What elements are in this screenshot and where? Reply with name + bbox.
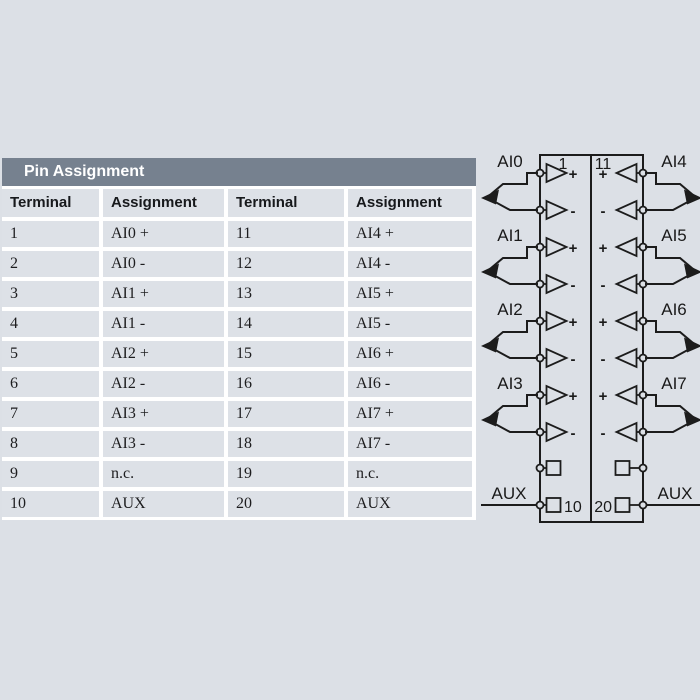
polarity-sign: + (569, 388, 578, 405)
table-cell: 19 (228, 461, 344, 487)
table-cell: AI1 - (103, 311, 224, 337)
polarity-sign: - (571, 277, 576, 294)
table-cell: 15 (228, 341, 344, 367)
polarity-sign: - (601, 277, 606, 294)
table-body: Terminal Assignment Terminal Assignment … (2, 186, 476, 520)
table-cell: 5 (2, 341, 99, 367)
cable-arrow-icon (480, 394, 539, 433)
polarity-sign: - (571, 425, 576, 442)
column-header-terminal-1: Terminal (2, 189, 99, 217)
polarity-sign: + (599, 240, 608, 257)
table-cell: 20 (228, 491, 344, 517)
channel-label-ai6: AI6 (661, 300, 687, 319)
cable-arrow-icon (644, 172, 700, 211)
nc-terminal-right (614, 460, 648, 476)
channel-label-ai2: AI2 (497, 300, 523, 319)
polarity-sign: - (571, 351, 576, 368)
table-cell: AI2 - (103, 371, 224, 397)
polarity-sign: + (569, 314, 578, 331)
aux-label-left: AUX (492, 484, 527, 503)
nc-terminal-left (535, 460, 562, 476)
table-cell: 8 (2, 431, 99, 457)
polarity-sign: + (599, 166, 608, 183)
table-cell: AI2 + (103, 341, 224, 367)
table-cell: 6 (2, 371, 99, 397)
table-cell: AI3 - (103, 431, 224, 457)
column-header-assignment-2: Assignment (348, 189, 472, 217)
table-cell: 14 (228, 311, 344, 337)
table-cell: AI0 - (103, 251, 224, 277)
table-cell: 10 (2, 491, 99, 517)
table-cell: AI5 - (348, 311, 472, 337)
table-cell: 4 (2, 311, 99, 337)
table-cell: AI1 + (103, 281, 224, 307)
channel-label-ai5: AI5 (661, 226, 687, 245)
polarity-sign: - (571, 203, 576, 220)
table-cell: 12 (228, 251, 344, 277)
table-cell: 16 (228, 371, 344, 397)
table-cell: AI3 + (103, 401, 224, 427)
polarity-sign: + (599, 388, 608, 405)
cable-arrow-icon (644, 394, 700, 433)
cable-arrow-icon (644, 246, 700, 285)
cable-arrow-icon (644, 320, 700, 359)
table-cell: AI7 - (348, 431, 472, 457)
table-cell: 3 (2, 281, 99, 307)
aux-terminal-right (614, 497, 700, 513)
table-cell: n.c. (103, 461, 224, 487)
table-cell: 11 (228, 221, 344, 247)
polarity-sign: - (601, 351, 606, 368)
table-cell: 7 (2, 401, 99, 427)
table-cell: 2 (2, 251, 99, 277)
table-cell: AI6 - (348, 371, 472, 397)
polarity-sign: + (569, 240, 578, 257)
aux-terminal-left (481, 497, 562, 513)
pin-number-1: 1 (559, 156, 568, 173)
table-cell: 17 (228, 401, 344, 427)
terminal-diagram: AI0 AI4 + - + - 1 11 AI1 AI5 + - + - AI2… (480, 152, 700, 523)
table-cell: AI4 - (348, 251, 472, 277)
table-cell: 9 (2, 461, 99, 487)
polarity-sign: + (599, 314, 608, 331)
polarity-sign: - (601, 425, 606, 442)
channel-label-ai3: AI3 (497, 374, 523, 393)
channel-label-ai4: AI4 (661, 152, 687, 171)
pin-assignment-table: Pin Assignment Terminal Assignment Termi… (2, 158, 476, 520)
table-title: Pin Assignment (2, 158, 476, 186)
aux-label-right: AUX (658, 484, 693, 503)
column-header-terminal-2: Terminal (228, 189, 344, 217)
channel-label-ai1: AI1 (497, 226, 523, 245)
table-cell: AI7 + (348, 401, 472, 427)
table-cell: AUX (103, 491, 224, 517)
table-cell: AI4 + (348, 221, 472, 247)
polarity-sign: + (569, 166, 578, 183)
table-cell: AI6 + (348, 341, 472, 367)
table-cell: AUX (348, 491, 472, 517)
table-cell: n.c. (348, 461, 472, 487)
channel-label-ai0: AI0 (497, 152, 523, 171)
pin-number-20: 20 (594, 499, 612, 516)
table-grid: Terminal Assignment Terminal Assignment … (2, 189, 472, 517)
cable-arrow-icon (480, 172, 539, 211)
cable-arrow-icon (480, 320, 539, 359)
table-cell: AI5 + (348, 281, 472, 307)
table-cell: 13 (228, 281, 344, 307)
table-cell: AI0 + (103, 221, 224, 247)
pin-number-10: 10 (564, 499, 582, 516)
column-header-assignment-1: Assignment (103, 189, 224, 217)
channel-label-ai7: AI7 (661, 374, 687, 393)
table-cell: 1 (2, 221, 99, 247)
cable-arrow-icon (480, 246, 539, 285)
table-cell: 18 (228, 431, 344, 457)
pin-number-11: 11 (595, 156, 612, 173)
polarity-sign: - (601, 203, 606, 220)
